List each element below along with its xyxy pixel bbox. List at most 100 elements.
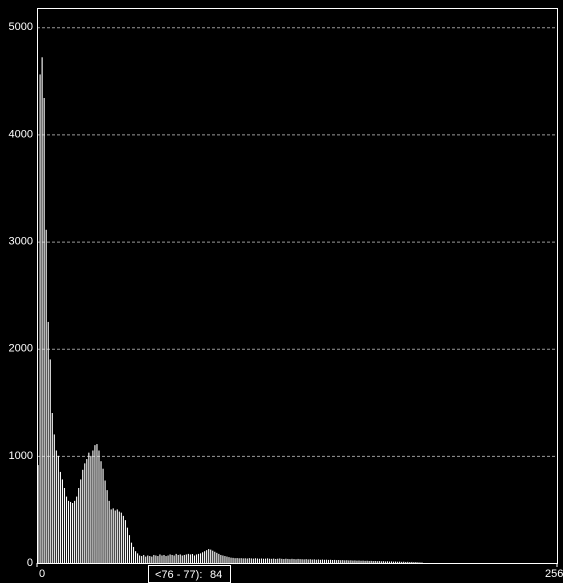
bar — [169, 554, 171, 563]
bar — [86, 459, 88, 563]
bar — [250, 558, 252, 563]
y-tick-label: 3000 — [9, 235, 33, 247]
bar — [401, 561, 403, 563]
bar — [70, 501, 72, 563]
bar — [98, 450, 100, 563]
bar — [340, 560, 342, 563]
bar — [94, 445, 96, 563]
bar — [157, 556, 159, 563]
bar — [380, 561, 382, 563]
bar — [90, 455, 92, 563]
bar — [395, 561, 397, 563]
bar — [244, 558, 246, 563]
bar — [319, 559, 321, 563]
bar — [165, 556, 167, 563]
bar — [226, 556, 228, 563]
bar — [124, 520, 126, 563]
bar — [108, 500, 110, 563]
bar — [240, 558, 242, 563]
bar — [230, 557, 232, 563]
bar — [61, 479, 63, 563]
bar — [303, 559, 305, 563]
bar — [299, 559, 301, 563]
bar — [112, 508, 114, 563]
bar — [362, 560, 364, 563]
bar — [405, 561, 407, 563]
bar — [252, 558, 254, 563]
x-tick-label: 0 — [39, 568, 45, 580]
bar — [128, 535, 131, 563]
bar — [376, 561, 378, 563]
bar — [267, 558, 269, 563]
bar — [397, 561, 399, 563]
bar — [191, 554, 193, 563]
bar — [222, 555, 224, 563]
bar — [63, 488, 66, 563]
y-tick-label: 2000 — [9, 343, 33, 355]
bar — [57, 455, 59, 563]
bar — [368, 560, 370, 563]
bar — [277, 558, 279, 563]
plot-frame — [37, 8, 558, 564]
bar — [37, 465, 39, 563]
bar — [102, 468, 104, 563]
bar — [352, 560, 354, 563]
bar — [116, 509, 118, 563]
bar — [358, 560, 360, 563]
bar — [139, 555, 141, 563]
bar — [407, 561, 409, 563]
bar — [65, 496, 68, 563]
bar — [193, 555, 196, 563]
bar — [175, 553, 177, 563]
bar — [273, 558, 275, 563]
bar — [43, 98, 45, 563]
bar — [185, 554, 187, 563]
bar — [145, 556, 147, 563]
bar — [197, 553, 200, 563]
bar — [390, 561, 393, 563]
bar — [281, 558, 283, 563]
bar — [327, 559, 330, 563]
bar — [122, 515, 124, 563]
bar — [179, 554, 181, 563]
bar — [163, 554, 165, 563]
y-tick-label: 5000 — [9, 21, 33, 33]
bar — [275, 558, 277, 563]
bar — [135, 551, 137, 563]
bar — [378, 561, 380, 563]
bar — [220, 554, 222, 563]
status-count: 84 — [210, 569, 222, 581]
bar — [100, 461, 102, 563]
bar — [104, 480, 106, 563]
bar — [130, 542, 133, 563]
bar — [334, 559, 336, 563]
bar — [354, 560, 356, 563]
bar — [76, 496, 78, 563]
bar — [55, 450, 57, 563]
bar — [161, 555, 163, 563]
bar — [246, 558, 248, 563]
bar — [45, 229, 47, 564]
bar — [338, 560, 340, 563]
bar — [307, 559, 309, 563]
bar — [153, 554, 155, 563]
bar — [120, 512, 122, 563]
status-range: <76 - 77): — [155, 569, 202, 581]
bar — [285, 558, 287, 563]
bar — [374, 560, 376, 563]
bar — [118, 511, 120, 563]
bar — [409, 562, 411, 563]
bar — [364, 560, 366, 563]
bar — [269, 558, 271, 563]
bar — [297, 558, 299, 563]
bar — [210, 549, 212, 563]
bar — [151, 556, 153, 563]
bar — [279, 558, 281, 563]
bar — [47, 321, 49, 563]
bar — [208, 549, 210, 563]
bar — [301, 559, 303, 563]
bar — [421, 562, 423, 563]
bar — [388, 561, 391, 563]
bar — [236, 558, 238, 563]
